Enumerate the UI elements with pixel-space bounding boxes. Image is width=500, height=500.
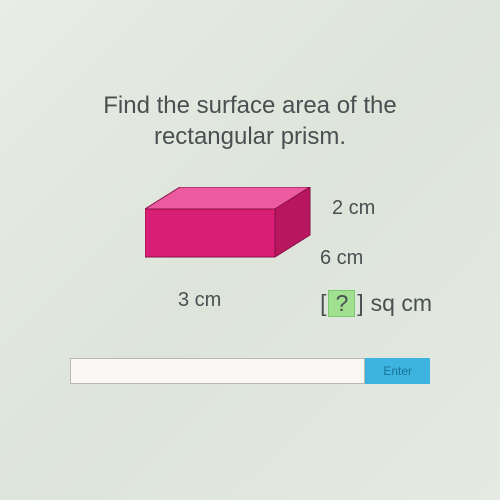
answer-prompt: [ ? ] sq cm	[320, 290, 432, 317]
answer-input[interactable]	[70, 358, 365, 384]
answer-placeholder-box: ?	[328, 290, 355, 317]
answer-input-row: Enter	[70, 358, 430, 384]
prism-svg	[145, 187, 320, 287]
rectangular-prism-shape	[145, 187, 320, 287]
close-bracket: ]	[357, 290, 363, 317]
enter-button[interactable]: Enter	[365, 358, 430, 384]
open-bracket: [	[320, 290, 326, 317]
dimension-width-label: 3 cm	[178, 289, 221, 312]
dimension-length-label: 6 cm	[320, 247, 363, 270]
question-line-2: rectangular prism.	[50, 121, 450, 152]
prism-front-face	[145, 209, 275, 257]
answer-unit-label: sq cm	[371, 290, 432, 317]
dimension-height-label: 2 cm	[332, 197, 375, 220]
question-line-1: Find the surface area of the	[50, 90, 450, 121]
